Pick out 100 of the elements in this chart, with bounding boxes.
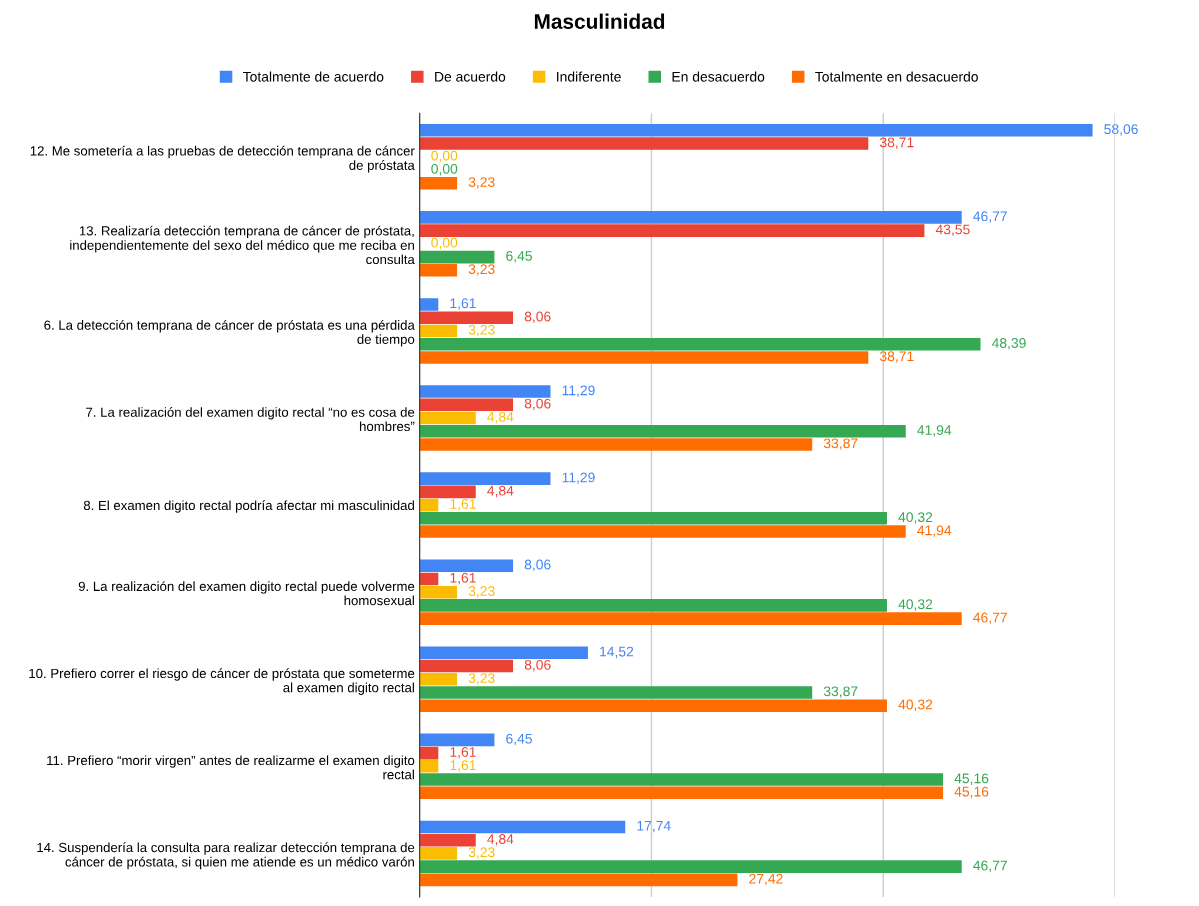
data-label: 4,84 <box>487 834 514 846</box>
data-label: 38,71 <box>879 137 914 149</box>
y-tick-label: 6. La detección temprana de cáncer de próstata es una pérdida de tiempo <box>44 319 415 347</box>
data-label: 45,16 <box>954 773 989 785</box>
bar <box>419 485 476 499</box>
data-label: 1,61 <box>450 298 476 310</box>
data-label: 4,84 <box>487 485 514 498</box>
data-label: 40,32 <box>898 512 933 524</box>
bar <box>419 224 925 237</box>
data-label: 43,55 <box>935 224 970 236</box>
data-label: 33,87 <box>823 686 858 698</box>
bar <box>419 733 495 747</box>
bar <box>419 324 458 338</box>
legend-label: De acuerdo <box>435 71 506 82</box>
bar <box>419 137 869 150</box>
data-label: 14,52 <box>600 646 634 659</box>
y-tick-label: 14. Suspendería la consulta para realizar detección temprana de cáncer de próstata, si quien me atiende es un médico varón <box>37 842 415 870</box>
data-label: 48,39 <box>991 338 1026 350</box>
y-tick-label: 9. La realización del examen digito rectal puede volverme homosexual <box>78 581 415 606</box>
y-tick-label: 11. Prefiero “morir virgen” antes de realizarme el examen digito rectal <box>47 755 415 780</box>
bar <box>419 847 458 860</box>
data-label: 4,84 <box>487 411 514 424</box>
data-label: 45,16 <box>954 786 989 799</box>
data-label: 8,06 <box>524 311 551 324</box>
chart-title: Masculinidad <box>534 13 665 29</box>
data-label: 27,42 <box>749 873 783 886</box>
data-label: 46,77 <box>973 211 1007 223</box>
bar <box>419 585 458 599</box>
data-label: 1,61 <box>450 746 476 759</box>
data-label: 11,29 <box>562 472 595 484</box>
y-tick-label: 10. Prefiero correr el riesgo de cáncer de próstata que someterme al examen digito rectal <box>29 668 415 695</box>
legend-label: Totalmente de acuerdo <box>243 71 384 82</box>
bar <box>419 438 813 451</box>
bar <box>419 250 495 264</box>
data-label: 3,23 <box>468 847 495 859</box>
data-label: 3,23 <box>468 264 495 276</box>
bar <box>419 746 439 760</box>
data-label: 41,94 <box>917 425 952 437</box>
data-label: 1,61 <box>450 760 476 772</box>
data-label: 6,45 <box>506 250 532 263</box>
bar <box>419 833 476 847</box>
data-label: 8,06 <box>524 398 551 411</box>
bar <box>419 860 962 873</box>
bar <box>419 659 514 673</box>
bar <box>419 472 551 485</box>
legend-label: En desacuerdo <box>672 71 765 82</box>
bar <box>419 176 458 190</box>
data-label: 11,29 <box>562 385 595 397</box>
data-label: 0,00 <box>431 163 458 176</box>
data-label: 1,61 <box>450 572 476 585</box>
bar <box>419 264 458 277</box>
bar <box>419 525 906 538</box>
y-tick-label: 7. La realización del examen digito rectal “no es cosa de hombres” <box>86 407 415 432</box>
bar <box>419 351 869 364</box>
bar <box>419 599 887 612</box>
bar <box>419 398 514 412</box>
bar <box>419 498 439 512</box>
bar <box>419 820 626 834</box>
bar <box>419 559 514 572</box>
data-label: 0,00 <box>431 237 458 250</box>
bar <box>419 760 439 773</box>
data-label: 38,71 <box>879 351 914 363</box>
data-label: 46,77 <box>973 612 1007 625</box>
data-label: 6,45 <box>506 733 532 746</box>
bar <box>419 786 944 800</box>
data-label: 1,61 <box>450 498 476 511</box>
bar <box>419 612 962 625</box>
bar <box>419 699 887 713</box>
data-label: 58,06 <box>1104 124 1138 136</box>
data-label: 17,74 <box>637 820 671 833</box>
data-label: 40,32 <box>898 699 933 712</box>
bar <box>419 773 944 786</box>
data-label: 40,32 <box>898 599 933 611</box>
bar <box>419 873 738 887</box>
bar <box>419 311 514 324</box>
bar <box>419 385 551 398</box>
bar <box>419 411 476 425</box>
bar <box>419 686 813 699</box>
data-label: 8,06 <box>524 659 551 672</box>
data-label: 33,87 <box>823 438 858 450</box>
data-label: 41,94 <box>917 525 952 537</box>
y-tick-label: 13. Realizaría detección temprana de cáncer de próstata, independientemente del sexo del médico que me reciba en consulta <box>70 225 415 265</box>
y-tick-label: 8. El examen digito rectal podría afectar mi masculinidad <box>83 500 414 513</box>
bar <box>419 646 588 660</box>
data-label: 46,77 <box>973 860 1007 873</box>
bar <box>419 337 981 351</box>
data-label: 3,23 <box>468 324 495 337</box>
bar <box>419 124 1093 137</box>
bar <box>419 298 439 311</box>
data-label: 0,00 <box>431 150 458 163</box>
bar <box>419 211 962 224</box>
bar <box>419 672 458 686</box>
bar <box>419 424 906 438</box>
legend-label: Indiferente <box>557 71 621 82</box>
data-label: 3,23 <box>468 177 495 189</box>
data-label: 8,06 <box>524 559 551 572</box>
data-label: 3,23 <box>468 586 495 598</box>
legend-label: Totalmente en desacuerdo <box>815 71 978 82</box>
y-tick-label: 12. Me sometería a las pruebas de detección temprana de cáncer de próstata <box>30 145 415 173</box>
bar <box>419 572 439 586</box>
